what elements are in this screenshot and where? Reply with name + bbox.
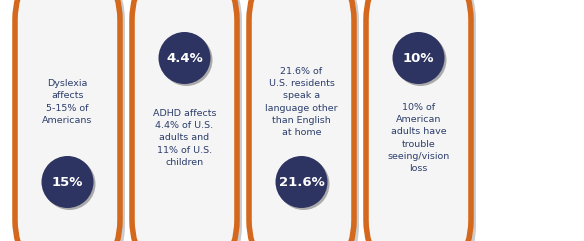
Circle shape (277, 158, 329, 210)
Circle shape (392, 32, 444, 84)
FancyBboxPatch shape (15, 0, 120, 241)
FancyBboxPatch shape (133, 0, 242, 241)
Circle shape (395, 34, 447, 86)
FancyBboxPatch shape (367, 0, 476, 241)
FancyBboxPatch shape (249, 0, 354, 241)
Circle shape (41, 156, 93, 208)
Text: 15%: 15% (52, 175, 83, 188)
Circle shape (43, 158, 96, 210)
FancyBboxPatch shape (250, 0, 359, 241)
Text: Dyslexia
affects
5-15% of
Americans: Dyslexia affects 5-15% of Americans (42, 79, 93, 125)
FancyBboxPatch shape (16, 0, 125, 241)
Text: 21.6%: 21.6% (279, 175, 324, 188)
Text: 10% of
American
adults have
trouble
seeing/vision
loss: 10% of American adults have trouble seei… (387, 103, 450, 173)
Text: 10%: 10% (403, 52, 434, 65)
Text: ADHD affects
4.4% of U.S.
adults and
11% of U.S.
children: ADHD affects 4.4% of U.S. adults and 11%… (153, 109, 216, 167)
Circle shape (276, 156, 328, 208)
Text: 4.4%: 4.4% (166, 52, 203, 65)
Text: 21.6% of
U.S. residents
speak a
language other
than English
at home: 21.6% of U.S. residents speak a language… (265, 67, 338, 137)
FancyBboxPatch shape (132, 0, 237, 241)
Circle shape (161, 34, 213, 86)
Circle shape (158, 32, 210, 84)
FancyBboxPatch shape (366, 0, 471, 241)
